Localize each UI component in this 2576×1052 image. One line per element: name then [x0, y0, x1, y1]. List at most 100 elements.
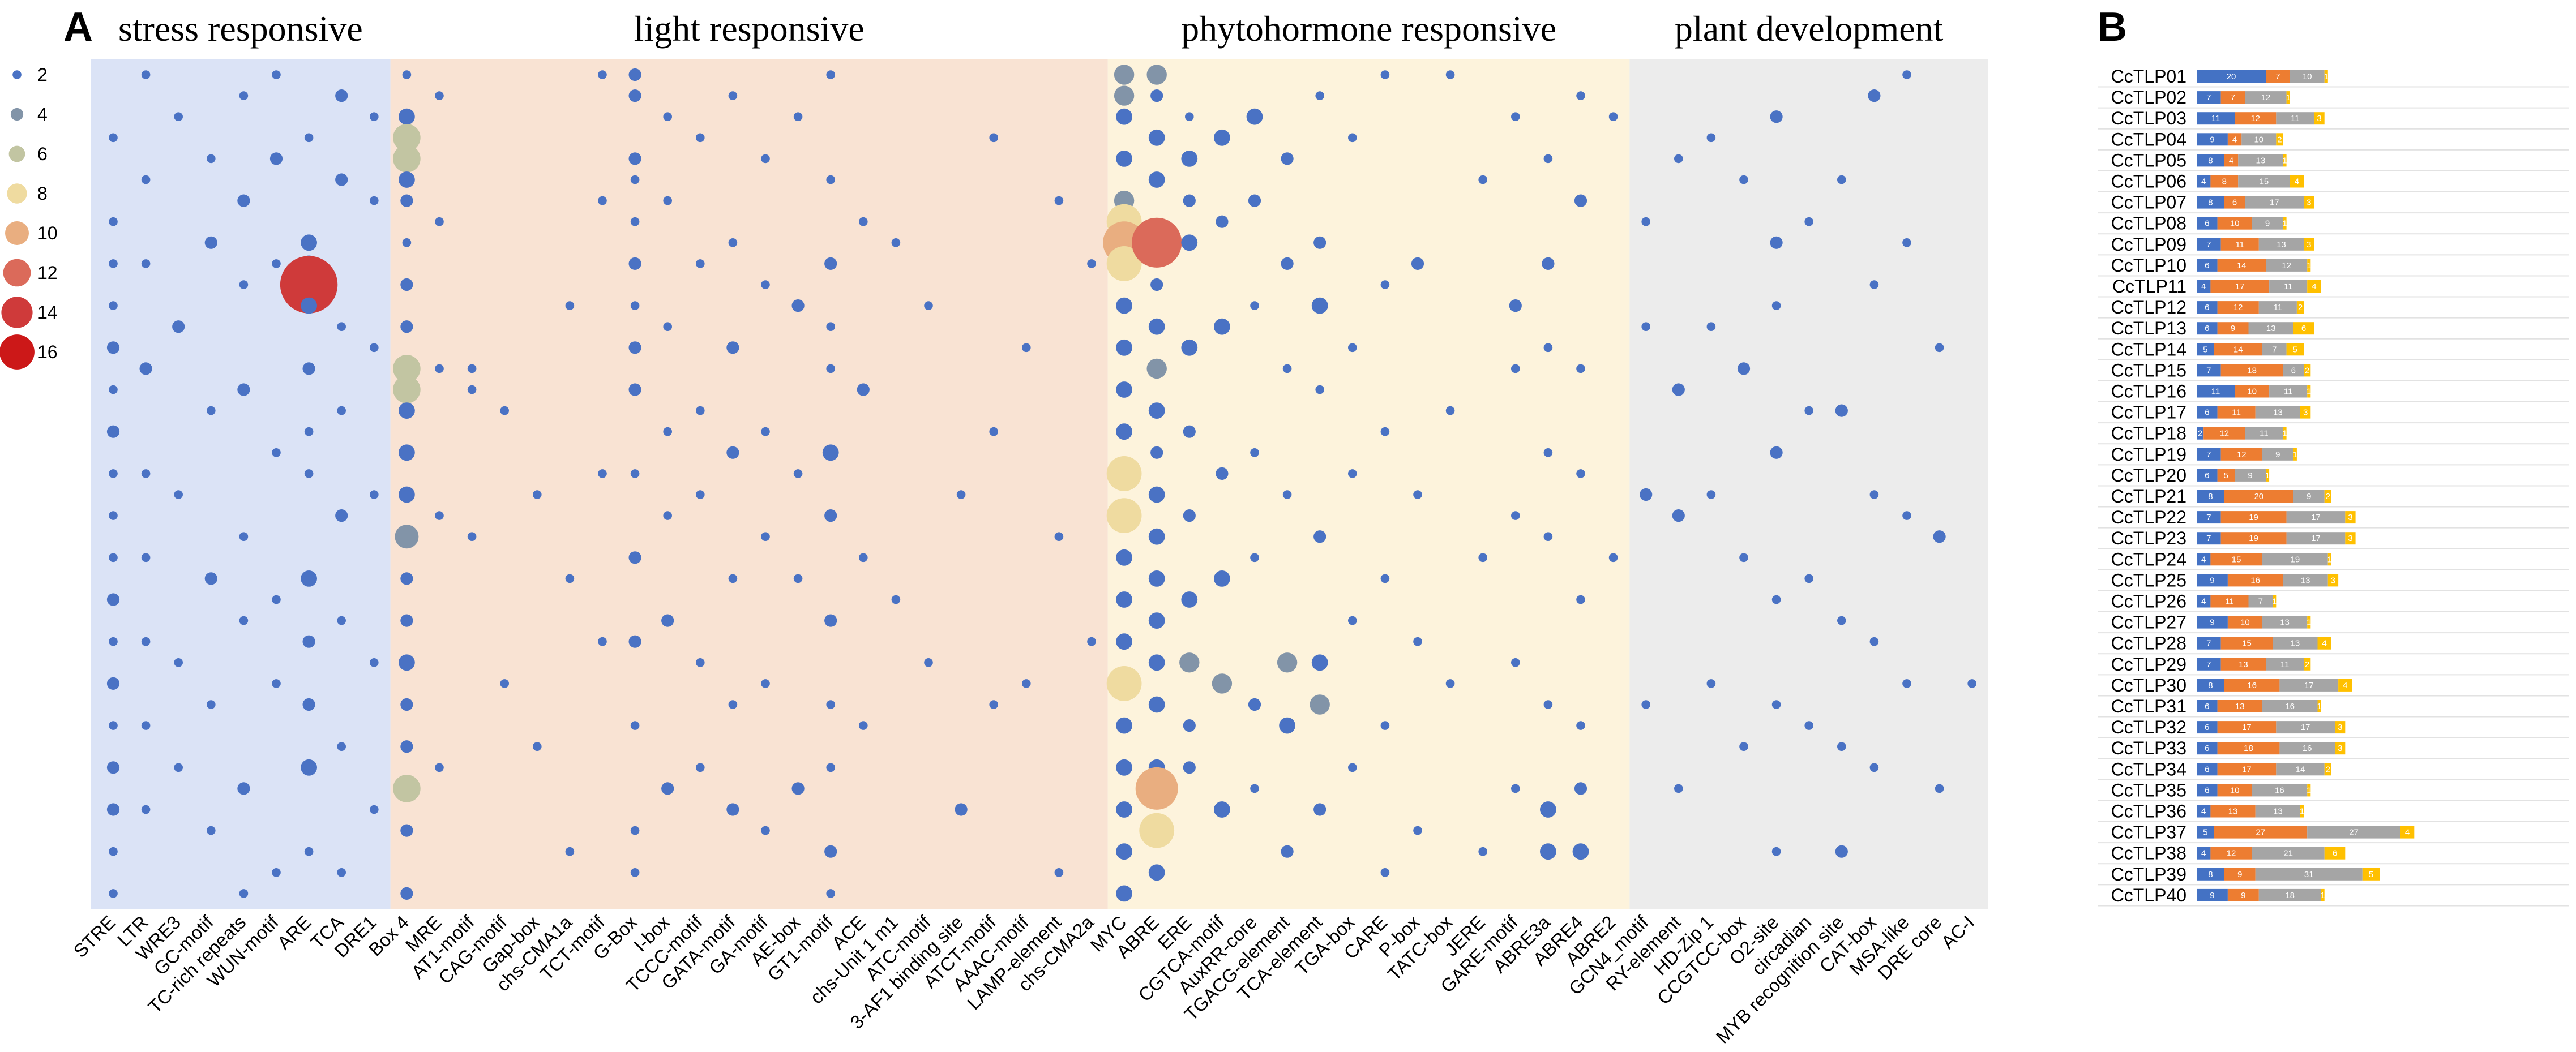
dot-are-cctlp31: [302, 698, 315, 711]
bar-value-cctlp23-stress-responsive: 7: [2206, 534, 2211, 543]
dot-ga-motif-cctlp37: [761, 826, 770, 835]
dot-tca-cctlp33: [337, 742, 346, 751]
dot-gata-motif-cctlp09: [728, 238, 738, 247]
dot-i-box-cctlp18: [663, 427, 672, 436]
dot-gare-motif-cctlp03: [1511, 112, 1520, 121]
dot-ere-cctlp07: [1183, 194, 1196, 207]
bar-cctlp06-phytohormone-responsive: [2238, 175, 2290, 188]
dot-tgacg-element-cctlp05: [1281, 152, 1294, 165]
bar-value-cctlp13-plant-development: 6: [2301, 324, 2306, 333]
bar-cctlp36-phytohormone-responsive: [2255, 805, 2300, 818]
dot-stre-cctlp20: [109, 469, 118, 478]
dot-ltr-cctlp20: [141, 469, 151, 478]
dot-box-4-cctlp17: [399, 402, 415, 419]
bar-category-cctlp15: CcTLP15: [2111, 360, 2186, 380]
bar-category-cctlp18: CcTLP18: [2111, 423, 2186, 444]
dot-abre3a-cctlp36: [1540, 801, 1556, 818]
dot-ccgtcc-box-cctlp06: [1739, 175, 1748, 184]
bar-cctlp22-phytohormone-responsive: [2286, 511, 2346, 524]
x-label-are: ARE: [273, 912, 315, 954]
bar-cctlp12-stress-responsive: [2197, 301, 2218, 314]
dot-aaac-motif-cctlp14: [1022, 343, 1031, 353]
dot-box-4-cctlp33: [400, 740, 413, 753]
bar-value-cctlp37-stress-responsive: 5: [2203, 828, 2207, 838]
bar-cctlp30-stress-responsive: [2197, 679, 2224, 692]
bar-category-cctlp11: CcTLP11: [2112, 276, 2186, 297]
dot-abre4-cctlp35: [1574, 782, 1587, 795]
bar-value-cctlp08-stress-responsive: 6: [2205, 219, 2209, 229]
bar-cctlp30-light-responsive: [2224, 679, 2280, 692]
bar-value-cctlp11-phytohormone-responsive: 11: [2284, 282, 2293, 291]
dot-hd-zip-1-cctlp30: [1706, 679, 1716, 688]
bar-value-cctlp40-stress-responsive: 9: [2210, 891, 2214, 900]
dot-stre-cctlp24: [109, 553, 118, 563]
dot-wun-motif-cctlp19: [272, 448, 281, 457]
bar-value-cctlp39-light-responsive: 9: [2237, 870, 2242, 879]
dot-gt1-motif-cctlp06: [826, 175, 835, 184]
bar-value-cctlp19-light-responsive: 12: [2237, 450, 2246, 460]
dot-hd-zip-1-cctlp21: [1706, 490, 1716, 499]
bar-cctlp18-light-responsive: [2203, 427, 2245, 440]
bar-value-cctlp40-plant-development: 1: [2320, 891, 2325, 900]
bar-value-cctlp09-light-responsive: 11: [2235, 240, 2244, 250]
bar-cctlp06-stress-responsive: [2197, 175, 2211, 188]
legend-swatch-10: [5, 221, 29, 245]
bar-cctlp13-light-responsive: [2217, 322, 2249, 335]
bar-category-cctlp02: CcTLP02: [2111, 87, 2186, 108]
dot-chs-cma2a-cctlp28: [1087, 637, 1096, 646]
dot-msa-like-cctlp01: [1902, 70, 1911, 79]
dot-gc-motif-cctlp09: [204, 236, 217, 249]
bar-value-cctlp33-stress-responsive: 6: [2205, 744, 2209, 753]
bar-cctlp23-plant-development: [2345, 532, 2356, 545]
bar-value-cctlp24-light-responsive: 15: [2232, 555, 2241, 564]
bar-cctlp18-plant-development: [2283, 427, 2287, 440]
dot-gare-motif-cctlp29: [1511, 658, 1520, 667]
bar-cctlp40-stress-responsive: [2197, 888, 2228, 901]
bar-value-cctlp15-stress-responsive: 7: [2206, 366, 2211, 375]
dot-chs-cma1a-cctlp12: [565, 301, 575, 310]
dot-are-cctlp11: [280, 256, 338, 314]
dot-stre-cctlp14: [106, 341, 120, 354]
bar-cctlp33-stress-responsive: [2197, 742, 2218, 755]
bar-cctlp26-phytohormone-responsive: [2248, 595, 2273, 608]
bar-cctlp02-stress-responsive: [2197, 91, 2221, 104]
bar-value-cctlp14-phytohormone-responsive: 7: [2272, 345, 2277, 354]
dot-tc-rich-repeats-cctlp07: [237, 194, 250, 207]
bar-cctlp19-light-responsive: [2220, 448, 2262, 461]
dot-ga-motif-cctlp18: [761, 427, 770, 436]
dot-ere-cctlp26: [1181, 591, 1198, 608]
bar-value-cctlp29-phytohormone-responsive: 11: [2280, 660, 2290, 669]
dot-gare-motif-cctlp22: [1511, 511, 1520, 520]
bar-cctlp36-light-responsive: [2210, 805, 2256, 818]
bar-value-cctlp02-stress-responsive: 7: [2206, 93, 2211, 102]
bar-value-cctlp21-phytohormone-responsive: 9: [2307, 492, 2311, 501]
bar-cctlp07-phytohormone-responsive: [2245, 196, 2304, 209]
dot-box-4-cctlp40: [400, 887, 413, 900]
dot-tca-cctlp17: [337, 406, 346, 415]
dot-wun-motif-cctlp30: [272, 679, 281, 688]
dot-jere-cctlp38: [1478, 847, 1487, 856]
dot-abre-cctlp15: [1146, 358, 1167, 379]
bar-cctlp04-stress-responsive: [2197, 133, 2228, 146]
bar-value-cctlp26-stress-responsive: 4: [2201, 597, 2206, 607]
dot-abre4-cctlp20: [1576, 469, 1585, 478]
bar-category-cctlp10: CcTLP10: [2111, 255, 2186, 276]
dot-abre4-cctlp26: [1576, 595, 1585, 604]
bar-cctlp32-phytohormone-responsive: [2276, 721, 2335, 734]
dot-abre-cctlp19: [1150, 446, 1163, 459]
dot-are-cctlp34: [301, 759, 317, 776]
dot-box-4-cctlp15: [393, 355, 421, 383]
dot-box-4-cctlp04: [393, 124, 421, 152]
dot-tccc-motif-cctlp29: [696, 658, 705, 667]
dot-tgacg-element-cctlp32: [1279, 717, 1296, 734]
bar-cctlp33-phytohormone-responsive: [2279, 742, 2335, 755]
bar-cctlp23-light-responsive: [2220, 532, 2287, 545]
bar-value-cctlp19-plant-development: 1: [2293, 450, 2297, 460]
dot-msa-like-cctlp30: [1902, 679, 1911, 688]
dot-tc-rich-repeats-cctlp35: [237, 782, 250, 795]
dot-abre-cctlp04: [1148, 129, 1165, 146]
dot-gata-motif-cctlp02: [728, 91, 738, 100]
bar-category-cctlp20: CcTLP20: [2111, 465, 2186, 486]
dot-ry-element-cctlp22: [1672, 509, 1685, 522]
dot-dre1-cctlp14: [370, 343, 379, 353]
